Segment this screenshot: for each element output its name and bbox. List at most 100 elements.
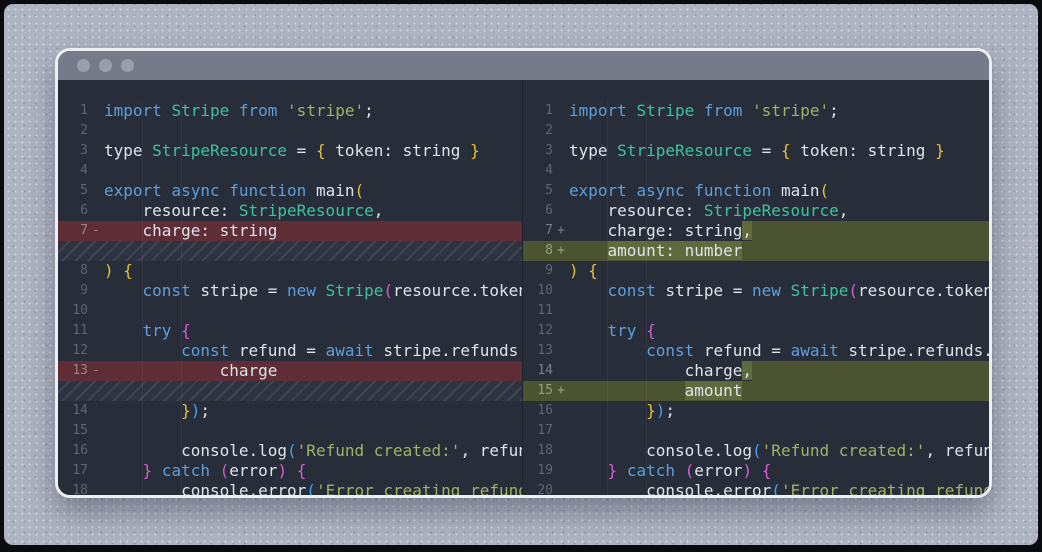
- code-token: async: [171, 181, 220, 200]
- code-token: catch: [161, 461, 210, 480]
- code-token: charge: [569, 361, 743, 380]
- code-line: 8) {: [58, 261, 522, 281]
- code-text: console.error('Error creating refund:', …: [104, 481, 522, 495]
- code-line: 5 export async function main(: [523, 181, 989, 201]
- diff-sign: [553, 161, 569, 181]
- line-number-gutter: 18: [523, 441, 569, 461]
- code-line: 1 import Stripe from 'stripe';: [58, 101, 522, 121]
- code-token: resource.token: [858, 281, 989, 300]
- code-text: const stripe = new Stripe(resource.token…: [569, 281, 989, 301]
- line-number-gutter: 10: [58, 301, 104, 321]
- code-token: resource.token: [393, 281, 522, 300]
- code-token: 'Error creating refund:': [315, 481, 522, 495]
- code-text: });: [104, 401, 210, 421]
- code-text: import Stripe from 'stripe';: [569, 101, 839, 121]
- code-token: [104, 341, 181, 360]
- code-line: 18 console.error('Error creating refund:…: [58, 481, 522, 495]
- diff-pane-old[interactable]: 1 import Stripe from 'stripe'; 2 3 type Stri…: [58, 80, 522, 495]
- line-number: 18: [537, 443, 553, 458]
- code-token: ): [104, 261, 114, 280]
- code-text: import Stripe from 'stripe';: [104, 101, 374, 121]
- code-token: [742, 101, 752, 120]
- code-token: const: [181, 341, 230, 360]
- window-control-dot[interactable]: [77, 59, 90, 72]
- code-token: error: [229, 461, 278, 480]
- code-text: });: [569, 401, 675, 421]
- code-text: } catch (error) {: [104, 461, 307, 481]
- line-number-gutter: 12: [58, 341, 104, 361]
- code-text: charge: string: [104, 221, 278, 241]
- line-number: 14: [72, 403, 88, 418]
- code-text: type StripeResource = { token: string }: [104, 141, 480, 161]
- code-token: [752, 461, 762, 480]
- code-token: [569, 461, 608, 480]
- diff-sign: [553, 201, 569, 221]
- code-token: await: [325, 341, 374, 360]
- window-control-dot[interactable]: [99, 59, 112, 72]
- code-token: [152, 461, 162, 480]
- code-token: console.log: [104, 441, 288, 460]
- line-number-gutter: 11: [58, 321, 104, 341]
- code-token: charge: string: [569, 221, 743, 240]
- code-line: 9 const stripe = new Stripe(resource.tok…: [58, 281, 522, 301]
- diff-gap-row: [58, 381, 522, 401]
- code-token: amount: [684, 381, 743, 400]
- line-number-gutter: 20: [523, 481, 569, 495]
- line-number-gutter: 1: [58, 101, 104, 121]
- code-line: 14 });: [58, 401, 522, 421]
- code-line: 2: [58, 121, 522, 141]
- line-number: 2: [545, 123, 553, 138]
- code-text: export async function main(: [104, 181, 364, 201]
- code-text: charge: [104, 361, 278, 381]
- code-token: const: [646, 341, 695, 360]
- diff-added-chars: ,: [742, 221, 753, 240]
- line-number-gutter: 16: [523, 401, 569, 421]
- code-text: charge,: [569, 361, 753, 381]
- code-token: ;: [364, 101, 374, 120]
- code-token: from: [238, 101, 278, 120]
- code-token: (: [306, 481, 316, 495]
- diff-sign: [553, 441, 569, 461]
- code-line: 2: [523, 121, 989, 141]
- line-number-gutter: 3: [58, 141, 104, 161]
- line-number: 8: [545, 243, 553, 258]
- code-token: async: [636, 181, 685, 200]
- line-number: 4: [545, 163, 553, 178]
- line-number: 9: [545, 263, 553, 278]
- code-token: type: [104, 141, 153, 160]
- window-control-dot[interactable]: [121, 59, 134, 72]
- line-number: 6: [80, 203, 88, 218]
- code-token: {: [181, 321, 191, 340]
- code-line: 7 + charge: string,: [523, 221, 989, 241]
- diff-pane-new[interactable]: 1 import Stripe from 'stripe'; 2 3 type Stri…: [523, 80, 989, 495]
- line-number-gutter: 19: [523, 461, 569, 481]
- line-number: 6: [545, 203, 553, 218]
- code-token: function: [694, 181, 772, 200]
- diff-sign: [88, 161, 104, 181]
- code-line: 5 export async function main(: [58, 181, 522, 201]
- code-token: ): [277, 461, 288, 480]
- diff-sign: [553, 181, 569, 201]
- line-number-gutter: 15 +: [523, 381, 569, 401]
- diff-sign: +: [557, 383, 565, 398]
- line-number-gutter: 18: [58, 481, 104, 495]
- diff-sign: [553, 361, 569, 381]
- code-line: 11 try {: [58, 321, 522, 341]
- diff-gap-row: [58, 241, 522, 261]
- line-number: 7: [80, 223, 88, 238]
- code-token: (: [848, 281, 859, 300]
- code-token: error: [694, 461, 743, 480]
- pane-divider: [522, 80, 523, 495]
- diff-sign: [88, 401, 104, 421]
- line-number-gutter: 6: [523, 201, 569, 221]
- code-line: 1 import Stripe from 'stripe';: [523, 101, 989, 121]
- code-line: 3 type StripeResource = { token: string }: [58, 141, 522, 161]
- line-number-gutter: 14: [523, 361, 569, 381]
- code-token: charge: string: [104, 221, 278, 240]
- code-token: (: [287, 441, 297, 460]
- code-token: try: [142, 321, 172, 340]
- line-number: 7: [545, 223, 553, 238]
- code-token: 'Error creating refund:': [780, 481, 989, 495]
- code-token: amount: number: [607, 241, 743, 260]
- line-number: 18: [72, 483, 88, 495]
